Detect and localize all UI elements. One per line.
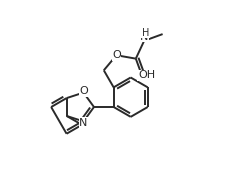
Text: H: H: [142, 28, 149, 38]
Text: OH: OH: [138, 70, 155, 80]
Text: N: N: [79, 118, 88, 128]
Text: N: N: [140, 32, 148, 42]
Text: O: O: [112, 50, 121, 60]
Text: O: O: [79, 86, 88, 96]
